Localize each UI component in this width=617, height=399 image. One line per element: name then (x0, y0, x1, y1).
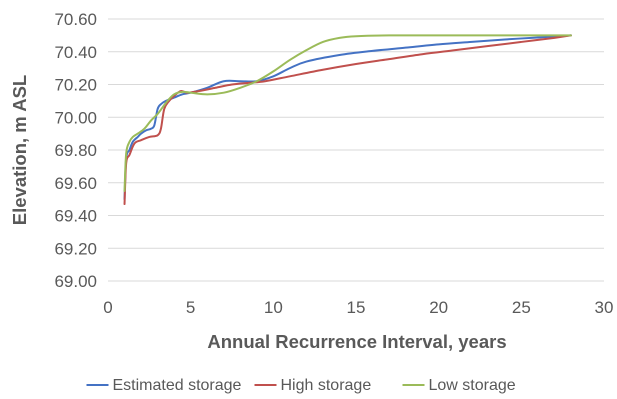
x-tick-label: 20 (429, 298, 448, 317)
legend-item-high-storage: High storage (254, 377, 372, 394)
y-tick-label: 69.60 (54, 174, 97, 193)
tick-labels: 69.00 69.20 69.40 69.60 69.80 70.00 70.20 70.40… (54, 10, 613, 317)
legend-item-estimated-storage: Estimated storage (86, 377, 242, 394)
y-tick-label: 69.00 (54, 272, 97, 291)
y-tick-label: 70.20 (54, 76, 97, 95)
legend-label: Estimated storage (113, 377, 242, 394)
y-tick-label: 70.00 (54, 108, 97, 127)
y-tick-label: 70.40 (54, 43, 97, 62)
legend: Estimated storage High storage Low storage (86, 377, 516, 394)
series-line-low-storage (123, 34, 572, 192)
gridlines (108, 18, 604, 249)
series-line-high-storage (123, 34, 572, 206)
y-tick-label: 70.60 (54, 10, 97, 29)
x-tick-label: 30 (595, 298, 614, 317)
legend-label: High storage (281, 377, 372, 394)
legend-label: Low storage (429, 377, 516, 394)
y-axis-title: Elevation, m ASL (9, 75, 30, 225)
x-tick-label: 0 (103, 298, 112, 317)
x-axis-title: Annual Recurrence Interval, years (207, 331, 506, 352)
y-tick-label: 69.40 (54, 207, 97, 226)
y-tick-label: 69.20 (54, 239, 97, 258)
y-tick-label: 69.80 (54, 141, 97, 160)
series-lines (123, 34, 572, 206)
legend-item-low-storage: Low storage (402, 377, 516, 394)
x-tick-label: 5 (186, 298, 195, 317)
x-tick-label: 15 (347, 298, 366, 317)
x-tick-label: 25 (512, 298, 531, 317)
x-tick-label: 10 (264, 298, 283, 317)
